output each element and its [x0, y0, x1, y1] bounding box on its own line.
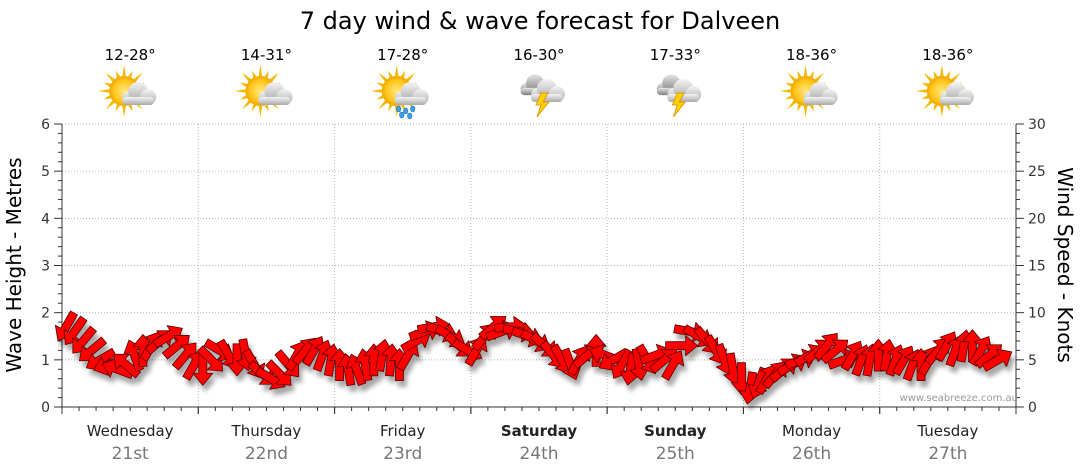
day-date-label: 22nd — [245, 444, 288, 464]
cloud — [939, 82, 974, 105]
cloud — [803, 82, 838, 105]
wind-arrow — [113, 353, 142, 379]
axes: 0 1 2 3 4 5 6 0 5 10 15 20 25 30 — [41, 117, 1046, 416]
wind-arrow — [661, 350, 685, 381]
day-temperature-range: 17-33° — [650, 46, 701, 64]
left-axis-tick-label: 1 — [41, 353, 50, 369]
right-axis-tick-label: 25 — [1028, 164, 1046, 180]
chart-title: 7 day wind & wave forecast for Dalveen — [300, 7, 780, 35]
wind-arrow — [820, 339, 849, 365]
storm-icon — [520, 74, 565, 118]
wind-arrow — [665, 335, 699, 357]
day-temperature-range: 14-31° — [241, 46, 292, 64]
raindrops — [396, 105, 416, 120]
left-axis-tick-label: 0 — [41, 400, 50, 416]
day-temperature-range: 18-36° — [786, 46, 837, 64]
day-date-label: 21st — [112, 444, 149, 464]
left-axis-tick-label: 3 — [41, 259, 50, 275]
left-axis-tick-label: 5 — [41, 164, 50, 180]
lightning-bolt — [535, 92, 550, 118]
left-axis-tick-label: 2 — [41, 306, 50, 322]
right-axis-tick-label: 0 — [1028, 400, 1037, 416]
sun-cloud-rain-icon — [370, 65, 429, 120]
cloud — [394, 82, 429, 105]
right-axis-tick-label: 30 — [1028, 117, 1046, 133]
left-axis-title: Wave Height - Metres — [2, 157, 26, 372]
day-labels: Wednesday 21st Thursday 22nd Friday 23rd Satur… — [87, 422, 979, 464]
cloud — [122, 82, 157, 105]
storm-icon — [656, 74, 702, 118]
day-date-label: 24th — [519, 444, 558, 464]
gridlines — [62, 123, 1016, 407]
left-axis-tick-label: 4 — [41, 211, 50, 227]
sun-cloud-icon — [234, 65, 293, 117]
day-name-label: Tuesday — [916, 422, 978, 440]
lightning-bolt — [671, 92, 687, 118]
day-name-label: Saturday — [501, 422, 578, 440]
day-name-label: Thursday — [231, 422, 302, 440]
right-axis-tick-label: 10 — [1028, 306, 1046, 322]
watermark: www.seabreeze.com.au — [900, 393, 1018, 404]
day-date-label: 23rd — [383, 444, 422, 464]
day-name-label: Monday — [782, 422, 841, 440]
day-name-label: Friday — [380, 422, 426, 440]
right-axis-tick-label: 15 — [1028, 259, 1046, 275]
day-temperature-range: 12-28° — [105, 46, 156, 64]
wind-arrow — [196, 345, 224, 372]
wind-arrow — [981, 348, 1013, 372]
left-axis-tick-label: 6 — [41, 117, 50, 133]
sun-cloud-icon — [98, 65, 157, 117]
day-name-label: Sunday — [644, 422, 707, 440]
day-date-label: 27th — [928, 444, 967, 464]
right-axis-title: Wind Speed - Knots — [1053, 167, 1077, 363]
day-forecast-header: 12-28° 14-31° 17-28° 16-30° 17-33° 18-36° 18-3… — [98, 46, 974, 120]
day-temperature-range: 17-28° — [377, 46, 428, 64]
day-date-label: 25th — [656, 444, 695, 464]
right-axis-tick-label: 20 — [1028, 211, 1046, 227]
sun-cloud-icon — [915, 65, 974, 117]
day-date-label: 26th — [792, 444, 831, 464]
day-temperature-range: 18-36° — [922, 46, 973, 64]
day-temperature-range: 16-30° — [513, 46, 564, 64]
cloud — [258, 82, 293, 105]
right-axis-tick-label: 5 — [1028, 353, 1037, 369]
sun-cloud-icon — [779, 65, 838, 117]
day-name-label: Wednesday — [87, 422, 174, 440]
wind-arrows — [54, 310, 1013, 405]
